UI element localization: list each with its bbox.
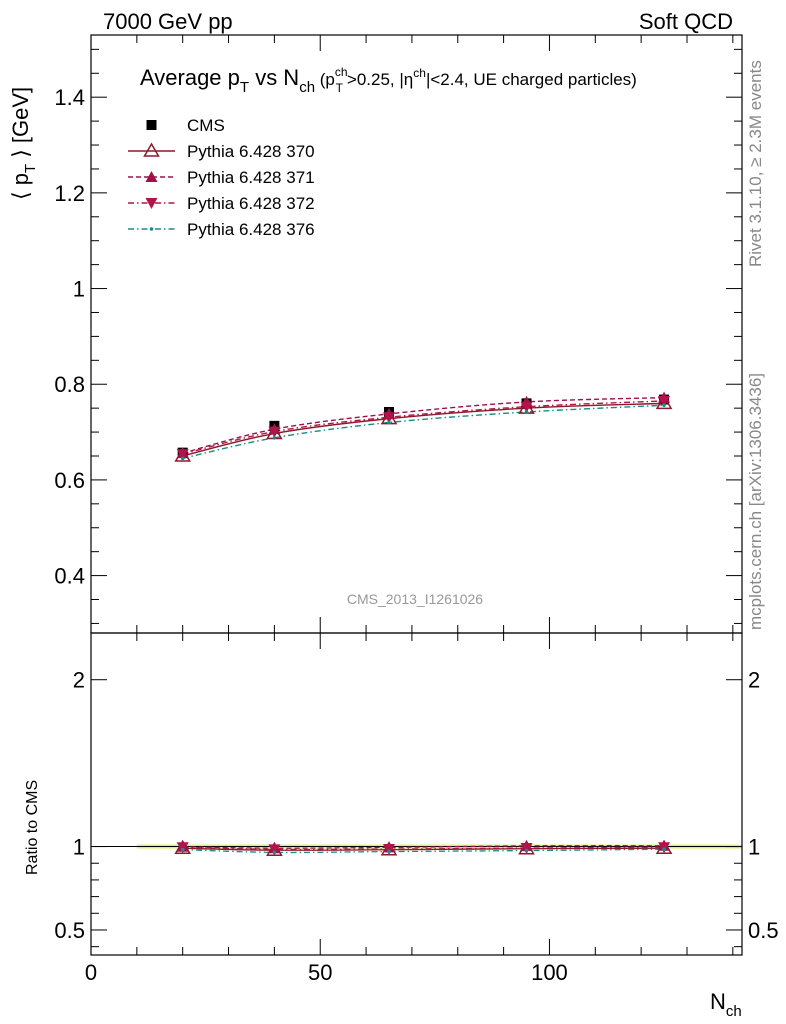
- main-point-mc: [387, 420, 391, 425]
- main-point-mc: [180, 456, 185, 461]
- legend-entry-label: CMS: [187, 116, 225, 135]
- plot-title: Average pT vs Nch (pch T >0.25, |ηch|<2.4,…: [140, 65, 637, 96]
- ratio-series-line: [182, 846, 665, 851]
- main-point-mc: [520, 401, 533, 413]
- main-y-tick-label: 0.6: [54, 468, 85, 493]
- mcplots-label: mcplots.cern.ch [arXiv:1306.3436]: [746, 372, 765, 630]
- legend-marker: [146, 120, 157, 130]
- main-point-mc: [176, 449, 189, 461]
- ratio-point: [662, 847, 666, 852]
- legend-marker: [149, 227, 154, 231]
- ratio-point: [524, 848, 529, 853]
- analysis-watermark: CMS_2013_I1261026: [347, 591, 483, 607]
- ratio-y-tick-label: 2: [73, 668, 85, 693]
- rivet-version-label: Rivet 3.1.10, ≥ 2.3M events: [746, 60, 765, 267]
- ratio-point: [520, 843, 533, 855]
- main-curves: [182, 396, 665, 460]
- legend: CMS Pythia 6.428 370 Pythia 6.428 371 Pythi…: [128, 116, 315, 239]
- main-point-mc: [658, 395, 671, 407]
- legend-marker: [145, 198, 158, 209]
- ratio-series-line: [182, 845, 665, 849]
- main-series-line: [182, 404, 665, 460]
- ratio-series-line: [182, 847, 665, 851]
- ratio-point: [268, 844, 281, 856]
- energy-label: 7000 GeV pp: [103, 9, 233, 34]
- legend-entry-label: Pythia 6.428 372: [187, 194, 315, 213]
- ratio-y-tick-label-right: 2: [748, 668, 760, 693]
- legend-entry-label: Pythia 6.428 376: [187, 220, 315, 239]
- x-axis-label: Nch: [710, 989, 742, 1020]
- main-y-tick-label: 1.4: [54, 85, 85, 110]
- legend-entry-label: Pythia 6.428 371: [187, 168, 315, 187]
- main-markers: [174, 391, 673, 462]
- main-point-mc: [524, 410, 529, 414]
- ratio-y-tick-label: 1: [73, 835, 85, 860]
- ratio-frame: [90, 632, 743, 956]
- ratio-y-tick-label-right: 0.5: [748, 918, 779, 943]
- ratio-point: [387, 849, 391, 854]
- legend-entry-label: Pythia 6.428 370: [187, 142, 315, 161]
- x-tick-label: 0: [85, 960, 97, 985]
- main-panel: 0.4 0.6 0.8 1 1.2 1.4 Average pT vs Nch (pch T…: [8, 34, 743, 634]
- ratio-point: [176, 842, 189, 854]
- main-y-axis-label: ⟨ pT ⟩ [GeV]: [8, 87, 39, 200]
- ratio-point: [272, 850, 277, 855]
- ratio-y-axis-label: Ratio to CMS: [24, 780, 41, 875]
- main-series-line: [182, 400, 665, 455]
- ratio-y-tick-label-right: 1: [748, 835, 760, 860]
- main-series-line: [182, 402, 665, 457]
- main-y-tick-label: 0.8: [54, 372, 85, 397]
- main-point-mc: [662, 403, 666, 408]
- main-point-mc: [272, 436, 277, 440]
- ratio-panel: 0.5 0.5 1 1 2 2 0 50 100 Ratio to CMS Nch: [24, 632, 779, 1020]
- ratio-y-tick-label: 0.5: [54, 918, 85, 943]
- legend-marker: [145, 171, 158, 182]
- ratio-markers: [174, 839, 673, 856]
- x-tick-label: 100: [531, 960, 568, 985]
- ratio-point: [180, 847, 185, 852]
- process-label: Soft QCD: [639, 9, 733, 34]
- main-point-mc: [268, 426, 281, 438]
- ratio-point: [382, 844, 395, 856]
- main-y-tick-label: 1.2: [54, 181, 85, 206]
- main-y-tick-label: 1: [73, 277, 85, 302]
- main-y-tick-label: 0.4: [54, 564, 85, 589]
- x-tick-label: 50: [308, 960, 332, 985]
- legend-marker: [143, 142, 160, 157]
- main-point-mc: [382, 412, 395, 424]
- ratio-axis-ticks: 0.5 0.5 1 1 2 2 0 50 100: [54, 633, 779, 985]
- main-axis-ticks: 0.4 0.6 0.8 1 1.2 1.4: [54, 35, 742, 633]
